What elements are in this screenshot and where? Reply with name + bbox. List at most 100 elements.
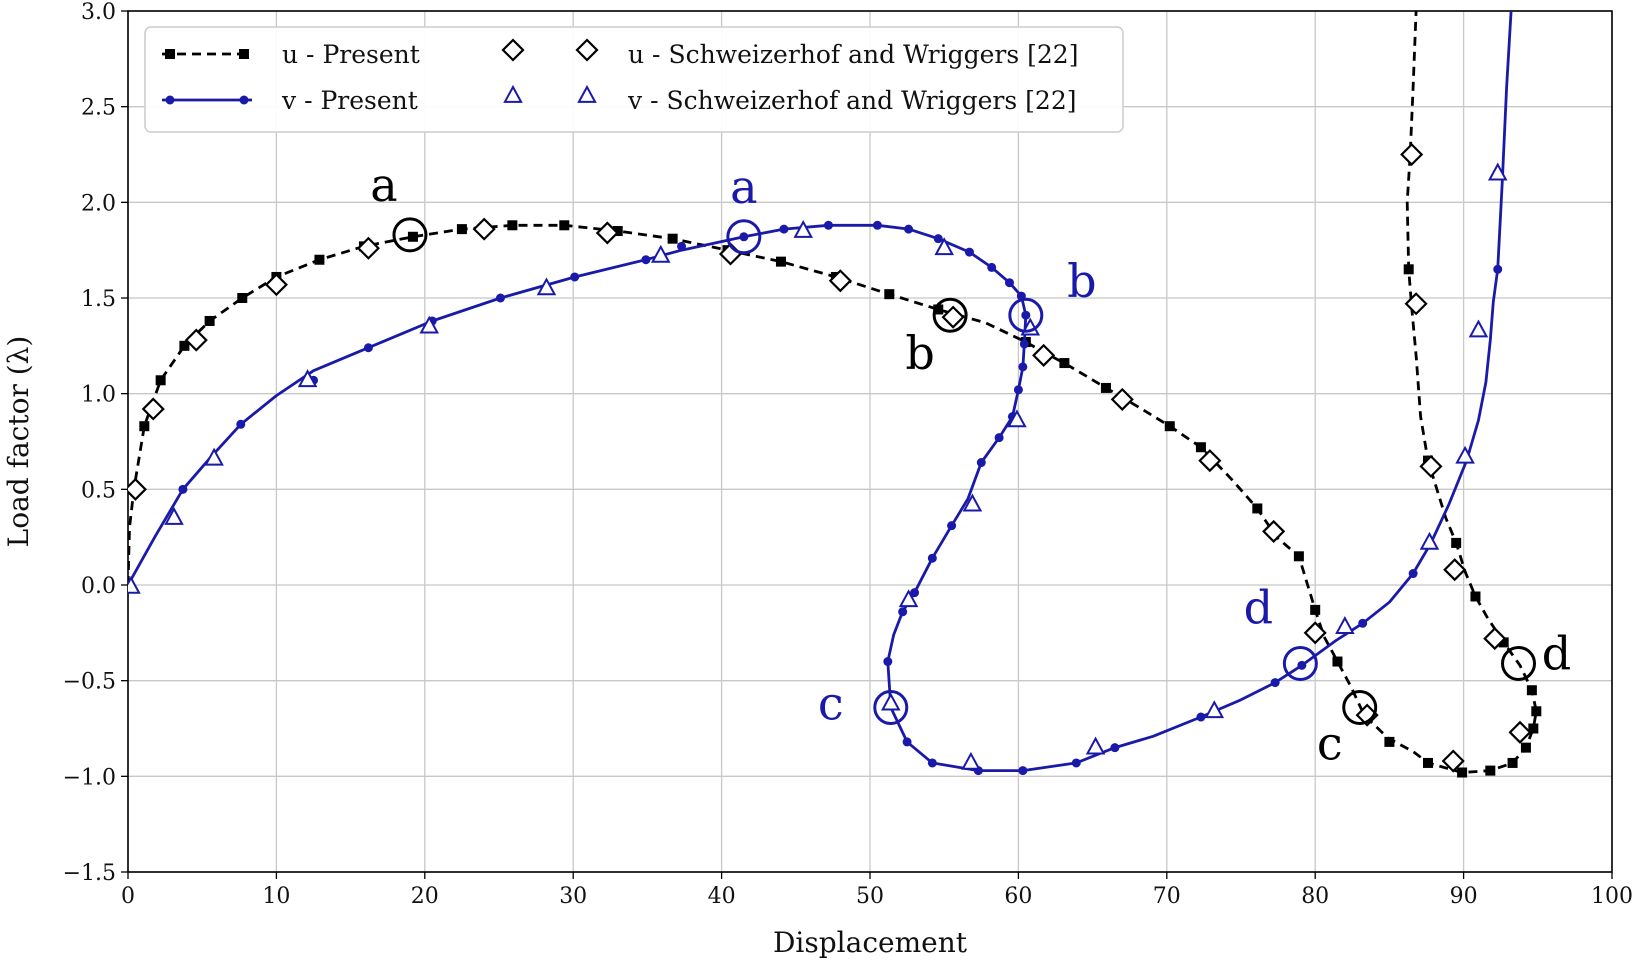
series-marker [1408, 569, 1418, 579]
series-marker [1498, 637, 1509, 648]
series-marker [1455, 445, 1475, 464]
legend-label: v - Schweizerhof and Wriggers [22] [627, 86, 1076, 115]
series-marker [872, 220, 882, 230]
series-marker [1297, 660, 1307, 670]
series-marker [1164, 421, 1175, 432]
series-marker [964, 247, 974, 257]
y-tick-label: 0.5 [81, 478, 116, 503]
series-marker [204, 447, 224, 466]
series-marker [779, 224, 789, 234]
annotation-circle [1282, 645, 1318, 681]
series-marker [1508, 720, 1532, 744]
legend-entry-0: u - Present [162, 40, 420, 69]
series-marker [828, 269, 852, 293]
x-tick-label: 90 [1450, 884, 1478, 909]
series-marker [1270, 678, 1280, 688]
series-marker [1483, 627, 1507, 651]
series-marker [1507, 757, 1518, 768]
x-tick-label: 40 [708, 884, 736, 909]
series-marker [1303, 621, 1327, 645]
series-marker [1293, 551, 1304, 562]
series-marker [793, 219, 814, 238]
series-marker [1457, 767, 1468, 778]
clipped-series [128, 11, 1542, 778]
series-marker [178, 484, 188, 494]
series-marker [128, 477, 147, 501]
annotation-label: c [818, 676, 844, 730]
series-marker [994, 433, 1004, 443]
series-marker [1007, 409, 1027, 428]
series-marker [883, 657, 893, 667]
annotation-circle [1008, 297, 1044, 333]
y-tick-label: 2.0 [81, 191, 116, 216]
series-marker [1422, 757, 1433, 768]
series-marker [419, 315, 440, 334]
x-tick-label: 20 [411, 884, 439, 909]
legend-marker [239, 95, 249, 105]
series-marker [570, 272, 580, 282]
series-marker [987, 262, 997, 272]
legend-marker [239, 49, 249, 59]
series-marker [775, 256, 786, 267]
y-tick-label: 0.0 [81, 574, 116, 599]
y-tick-label: 3.0 [81, 0, 116, 25]
series-marker [880, 692, 901, 711]
x-axis-label: Displacement [773, 926, 968, 959]
series-marker [1441, 749, 1465, 773]
series-marker [472, 217, 496, 241]
series-marker [1110, 387, 1134, 411]
series-marker [1528, 723, 1539, 734]
series-marker [1071, 758, 1081, 768]
series-marker [1021, 310, 1031, 320]
series-marker [904, 224, 914, 234]
series-marker [1013, 385, 1023, 395]
series-marker [1403, 264, 1414, 275]
series-marker [1487, 162, 1508, 181]
series-marker [1335, 616, 1355, 634]
annotation-layer: a b c d a b c d [370, 158, 1571, 771]
series-marker [976, 458, 986, 468]
series-marker [739, 232, 749, 242]
series-marker [1493, 264, 1503, 274]
series-marker [1526, 685, 1537, 696]
series-line [128, 11, 1538, 774]
series-marker [933, 304, 944, 315]
series-marker [641, 255, 651, 265]
series-marker [363, 343, 373, 353]
y-tick-label: −0.5 [63, 670, 116, 695]
series-marker [236, 419, 246, 429]
annotation-label: b [905, 326, 934, 380]
series-marker [1404, 292, 1428, 316]
series-marker [941, 305, 965, 329]
annotation-label: a [370, 158, 397, 212]
series-3 [128, 162, 1508, 770]
annotation-label: a [730, 160, 757, 214]
series-marker [1485, 765, 1496, 776]
series-marker [650, 244, 671, 263]
series-marker [1310, 604, 1321, 615]
series-1 [128, 11, 1513, 776]
series-marker [927, 553, 937, 563]
annotation-label: b [1067, 254, 1096, 308]
series-marker [1384, 736, 1395, 747]
legend-entry-2: u - Schweizerhof and Wriggers [22] [501, 38, 1078, 69]
series-marker [1110, 743, 1120, 753]
series-line [128, 11, 1513, 772]
series-marker [1004, 278, 1014, 288]
annotation-label: c [1317, 716, 1343, 770]
series-marker [1019, 339, 1029, 349]
y-tick-label: 1.5 [81, 287, 116, 312]
series-marker [902, 737, 912, 747]
legend: u - Present v - Present u - Schweizerhof a… [144, 26, 1124, 133]
annotation-circle [1342, 689, 1378, 725]
series-marker [1358, 618, 1368, 628]
x-tick-label: 30 [559, 884, 587, 909]
series-marker [1204, 700, 1225, 719]
legend-marker [503, 84, 523, 103]
series-marker [1198, 449, 1222, 473]
legend-marker [165, 95, 175, 105]
series-layer [128, 11, 1542, 778]
series-marker [264, 273, 288, 297]
series-marker [933, 234, 943, 244]
series-marker [898, 607, 908, 617]
